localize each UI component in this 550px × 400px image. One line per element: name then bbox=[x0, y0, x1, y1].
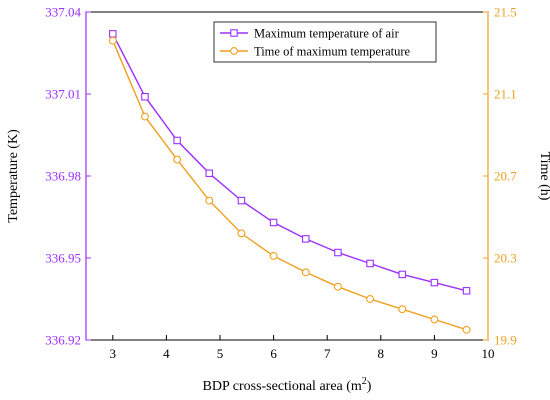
data-point-circle bbox=[237, 229, 246, 238]
x-tick-label: 10 bbox=[482, 346, 495, 361]
data-point-square bbox=[366, 259, 374, 268]
data-point-circle bbox=[108, 36, 117, 45]
x-tick-label: 8 bbox=[378, 346, 385, 361]
data-point-square bbox=[334, 248, 342, 257]
x-axis-label: BDP cross-sectional area (m2) bbox=[203, 376, 372, 394]
legend-marker-square bbox=[230, 29, 238, 37]
x-axis-label-superscript: 2 bbox=[362, 376, 367, 387]
legend-marker-circle bbox=[230, 47, 238, 55]
y-left-tick-label: 336.92 bbox=[45, 333, 81, 348]
data-point-square bbox=[205, 169, 214, 178]
y-right-tick-label: 20.7 bbox=[494, 169, 517, 184]
data-point-circle bbox=[333, 282, 342, 291]
data-point-circle bbox=[141, 112, 149, 121]
data-point-circle bbox=[301, 268, 310, 277]
data-point-circle bbox=[430, 315, 439, 324]
data-point-circle bbox=[269, 252, 278, 260]
y-left-tick-label: 337.04 bbox=[45, 5, 81, 20]
legend-label-2: Time of maximum temperature bbox=[254, 45, 411, 59]
series-line-2 bbox=[112, 40, 467, 331]
y-axis-right-label: Time (h) bbox=[537, 152, 550, 201]
x-tick-label: 9 bbox=[431, 346, 438, 361]
data-point-square bbox=[173, 136, 181, 145]
data-point-circle bbox=[398, 305, 407, 314]
x-tick-label: 6 bbox=[270, 346, 277, 361]
x-axis-label-end: ) bbox=[367, 379, 372, 394]
x-tick-label: 5 bbox=[217, 346, 224, 361]
y-left-tick-label: 337.01 bbox=[45, 87, 81, 102]
data-point-square bbox=[237, 196, 246, 205]
data-point-square bbox=[398, 270, 406, 279]
data-point-square bbox=[462, 287, 471, 295]
legend-items: Maximum temperature of air Time of maximu… bbox=[220, 27, 411, 59]
legend-label-1: Maximum temperature of air bbox=[254, 27, 400, 41]
legend: Maximum temperature of air Time of maximu… bbox=[213, 21, 437, 63]
data-point-square bbox=[269, 218, 278, 227]
data-point-square bbox=[141, 92, 149, 101]
data-point-square bbox=[109, 30, 117, 38]
y-right-tick-label: 20.3 bbox=[494, 251, 517, 266]
data-point-circle bbox=[462, 325, 471, 334]
x-axis-label-main: BDP cross-sectional area (m bbox=[203, 379, 362, 394]
series-line-1 bbox=[112, 33, 467, 292]
axes-layer: 3 4 5 6 7 8 9 10 336.92 336.95 336.98 337.01 337.04 1… bbox=[45, 5, 517, 362]
x-tick-label: 3 bbox=[110, 346, 117, 361]
x-tick-label: 4 bbox=[163, 346, 170, 361]
data-point-square bbox=[430, 278, 439, 287]
y-axis-left-label: Temperature (K) bbox=[6, 129, 21, 223]
x-tick-label: 7 bbox=[324, 346, 331, 361]
y-right-tick-label: 19.9 bbox=[494, 333, 517, 348]
legend-box bbox=[213, 21, 437, 63]
y-right-tick-label: 21.1 bbox=[494, 87, 517, 102]
data-point-circle bbox=[173, 155, 182, 164]
y-left-tick-label: 336.95 bbox=[45, 251, 81, 266]
series-layer bbox=[108, 30, 471, 334]
data-point-circle bbox=[205, 196, 214, 205]
y-right-tick-label: 21.5 bbox=[494, 5, 517, 20]
data-point-circle bbox=[366, 295, 375, 303]
data-point-square bbox=[302, 235, 310, 243]
y-left-tick-label: 336.98 bbox=[45, 169, 81, 184]
